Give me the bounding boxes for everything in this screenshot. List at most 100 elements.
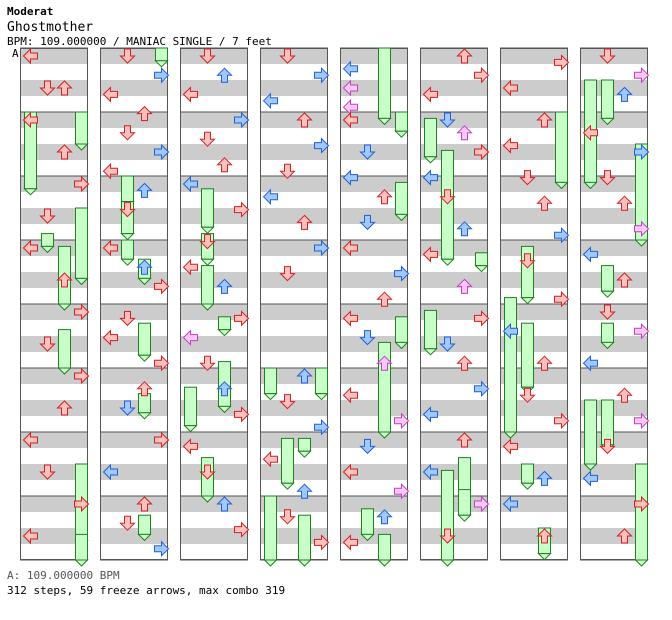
freeze-tail (377, 117, 392, 126)
right-arrow (314, 66, 330, 84)
freeze-arrow (424, 117, 437, 158)
right-arrow (234, 201, 250, 218)
down-arrow (119, 400, 136, 416)
column-border (260, 48, 328, 560)
beat-stripe (180, 112, 248, 128)
beat-stripe (180, 160, 248, 176)
down-arrow (359, 144, 376, 160)
down-arrow (519, 387, 536, 403)
freeze-arrow (281, 437, 294, 484)
beat-stripe (500, 176, 568, 192)
freeze-tail (600, 341, 615, 350)
step-chart (20, 47, 650, 567)
bpm-legend: A: 109.000000 BPM (7, 569, 120, 582)
chart-column (260, 47, 328, 561)
freeze-arrow (138, 322, 151, 356)
down-arrow (279, 163, 296, 179)
beat-stripe (340, 208, 408, 224)
beat-stripe (420, 352, 488, 368)
left-arrow (182, 438, 198, 455)
left-arrow (262, 450, 278, 468)
freeze-arrow (121, 239, 134, 260)
right-arrow (234, 521, 250, 538)
beat-stripe (100, 496, 168, 512)
left-arrow (342, 60, 358, 78)
freeze-tail (394, 130, 409, 138)
freeze-tail (503, 431, 518, 439)
freeze-arrow (555, 111, 568, 183)
right-arrow (154, 143, 170, 161)
beat-stripe (180, 352, 248, 368)
beat-stripe (580, 288, 648, 304)
column-border (180, 48, 248, 560)
right-arrow (634, 220, 650, 238)
left-arrow (502, 137, 518, 154)
up-arrow (296, 112, 313, 128)
right-arrow (634, 495, 650, 513)
up-arrow (616, 272, 633, 288)
up-arrow (376, 355, 393, 371)
freeze-arrow (601, 399, 614, 446)
beat-stripe (260, 352, 328, 368)
beat-stripe (500, 224, 568, 240)
right-arrow (74, 495, 90, 513)
beat-stripe (580, 512, 648, 528)
freeze-arrow (441, 469, 454, 561)
beat-stripe (20, 320, 88, 336)
up-arrow (456, 355, 473, 371)
up-arrow (216, 278, 233, 294)
left-arrow (502, 322, 518, 340)
freeze-arrow (218, 316, 231, 331)
up-arrow (56, 144, 73, 160)
down-arrow (359, 438, 376, 455)
beat-stripe (500, 64, 568, 80)
beat-stripe (580, 336, 648, 352)
beat-stripe (260, 64, 328, 80)
beat-stripe (340, 432, 408, 448)
beat-stripe (180, 512, 248, 528)
beat-stripe (340, 448, 408, 464)
beat-stripe (420, 384, 488, 400)
beat-stripe (500, 48, 568, 64)
left-arrow (502, 495, 518, 513)
beat-stripe (180, 128, 248, 144)
beat-stripe (20, 384, 88, 400)
freeze-tail (137, 412, 152, 420)
up-arrow (456, 125, 473, 141)
beat-stripe (100, 416, 168, 432)
right-arrow (314, 239, 330, 257)
freeze-tail (377, 431, 392, 439)
left-arrow (342, 310, 358, 327)
beat-stripe (500, 480, 568, 496)
freeze-arrow (315, 367, 328, 395)
beat-stripe (260, 272, 328, 288)
beat-stripe (340, 496, 408, 512)
down-arrow (279, 266, 296, 282)
right-arrow (74, 367, 90, 385)
right-arrow (394, 482, 410, 500)
beat-stripe (100, 128, 168, 144)
freeze-tail (423, 348, 438, 356)
beat-stripe (180, 64, 248, 80)
freeze-tail (520, 297, 535, 305)
right-arrow (634, 143, 650, 161)
up-arrow (536, 470, 553, 486)
right-arrow (314, 418, 330, 436)
column-border (500, 48, 568, 560)
right-arrow (554, 412, 570, 430)
column-border (100, 48, 168, 560)
beat-stripe (500, 192, 568, 208)
freeze-tail (394, 213, 409, 222)
beat-stripe (500, 544, 568, 560)
freeze-tail (217, 329, 232, 337)
down-arrow (519, 170, 536, 186)
right-arrow (474, 143, 490, 161)
up-arrow (536, 528, 553, 544)
up-arrow (376, 189, 393, 205)
left-arrow (182, 175, 198, 193)
beat-stripe (20, 496, 88, 512)
freeze-arrow (75, 111, 88, 145)
beat-stripe (260, 112, 328, 128)
beat-stripe (420, 96, 488, 112)
left-arrow (582, 246, 598, 263)
